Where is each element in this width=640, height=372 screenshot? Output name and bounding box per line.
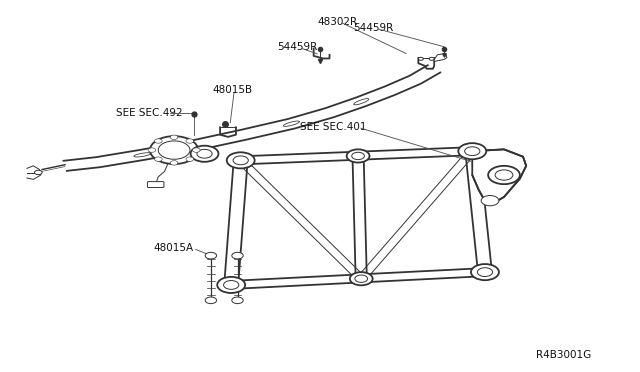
Circle shape	[170, 135, 178, 140]
Text: SEE SEC.492: SEE SEC.492	[116, 109, 182, 118]
Circle shape	[205, 297, 216, 304]
Circle shape	[419, 57, 424, 60]
Circle shape	[488, 166, 520, 184]
Text: 48302R: 48302R	[317, 17, 358, 27]
Circle shape	[186, 157, 193, 161]
Circle shape	[170, 161, 178, 165]
Circle shape	[148, 148, 156, 152]
Circle shape	[217, 277, 245, 293]
Circle shape	[155, 139, 162, 143]
Circle shape	[481, 196, 499, 206]
Circle shape	[458, 143, 486, 159]
Polygon shape	[472, 149, 526, 202]
Circle shape	[429, 57, 434, 60]
Text: 48015A: 48015A	[154, 243, 194, 253]
Text: 48015B: 48015B	[212, 85, 252, 95]
Circle shape	[227, 152, 255, 169]
Circle shape	[347, 149, 369, 163]
Text: 54459R: 54459R	[354, 23, 394, 33]
Polygon shape	[434, 53, 447, 61]
Circle shape	[232, 297, 243, 304]
Circle shape	[471, 264, 499, 280]
Circle shape	[35, 170, 42, 174]
Circle shape	[205, 252, 216, 259]
Circle shape	[232, 252, 243, 259]
Circle shape	[155, 157, 162, 161]
Circle shape	[191, 146, 218, 162]
Circle shape	[186, 139, 193, 143]
Text: 54459R: 54459R	[277, 42, 317, 52]
Text: R4B3001G: R4B3001G	[536, 350, 591, 360]
Circle shape	[350, 272, 372, 285]
Circle shape	[193, 148, 200, 152]
Text: SEE SEC.401: SEE SEC.401	[300, 122, 366, 132]
Circle shape	[150, 136, 198, 164]
FancyBboxPatch shape	[147, 182, 164, 187]
